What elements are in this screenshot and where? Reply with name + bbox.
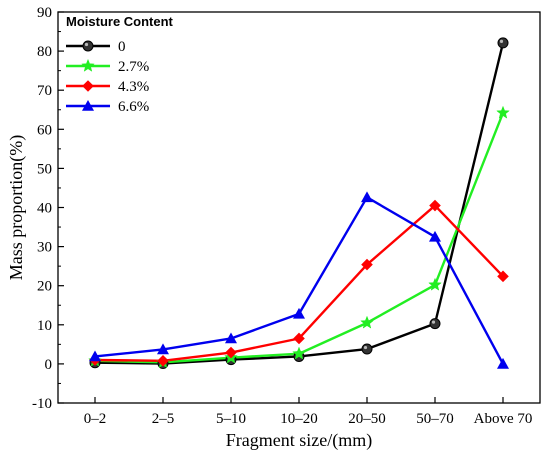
legend-label-3: 6.6% [118, 99, 149, 115]
data-point-1-6 [496, 105, 510, 119]
legend-label-1: 2.7% [118, 59, 149, 75]
y-tick-label: 60 [37, 122, 52, 138]
legend-title: Moisture Content [66, 14, 174, 29]
y-tick-label: 90 [37, 5, 52, 21]
y-axis-title: Mass proportion(%) [6, 135, 27, 280]
x-tick-label: Above 70 [474, 411, 533, 427]
legend-swatch-marker-2 [82, 80, 94, 92]
circle-marker-highlight [363, 345, 368, 350]
data-point-1-5 [428, 277, 442, 291]
x-tick-label: 10–20 [280, 411, 318, 427]
circle-marker-highlight [84, 42, 89, 47]
data-point-1-4 [360, 315, 374, 329]
data-point-2-4 [361, 258, 373, 271]
y-tick-label: 50 [37, 161, 52, 177]
series-line-1 [94, 112, 505, 364]
x-tick-label: 0–2 [84, 411, 107, 427]
circle-marker-body [82, 40, 94, 52]
legend-swatch-marker-1 [81, 58, 95, 72]
data-point-0-4 [361, 343, 373, 355]
y-tick-label: 40 [37, 201, 52, 217]
legend-label-2: 4.3% [118, 79, 149, 95]
y-tick-label: 30 [37, 240, 52, 256]
x-tick-label: 5–10 [216, 411, 246, 427]
data-point-3-6 [497, 357, 509, 369]
legend-swatch-marker-0 [82, 40, 94, 52]
circle-marker-highlight [499, 39, 504, 43]
y-tick-label: 80 [37, 44, 52, 60]
y-tick-label: -10 [32, 396, 52, 412]
y-tick-label: 20 [37, 279, 52, 295]
x-axis-title: Fragment size/(mm) [226, 430, 372, 451]
data-point-3-2 [225, 332, 237, 344]
data-point-3-4 [361, 191, 373, 203]
data-point-2-1 [157, 354, 169, 367]
circle-marker-body [429, 318, 441, 330]
circle-marker-body [497, 37, 509, 49]
circle-marker-body [361, 343, 373, 355]
legend-swatch-marker-3 [82, 100, 94, 111]
x-tick-label: 50–70 [416, 411, 454, 427]
y-tick-label: 70 [37, 83, 52, 99]
data-point-3-3 [293, 307, 305, 319]
data-point-3-1 [157, 343, 169, 355]
legend-label-0: 0 [118, 39, 126, 55]
data-point-3-0 [89, 350, 101, 362]
data-point-2-2 [225, 346, 237, 359]
data-point-2-5 [429, 199, 441, 212]
x-tick-label: 20–50 [348, 411, 386, 427]
data-point-2-6 [497, 270, 509, 283]
data-point-3-5 [429, 230, 441, 242]
data-point-0-5 [429, 318, 441, 330]
circle-marker-highlight [431, 320, 436, 324]
y-tick-label: 0 [45, 357, 53, 373]
data-point-2-3 [293, 332, 305, 345]
data-point-1-3 [292, 346, 306, 360]
y-tick-label: 10 [37, 318, 52, 334]
x-tick-label: 2–5 [152, 411, 175, 427]
data-point-0-6 [497, 37, 509, 49]
